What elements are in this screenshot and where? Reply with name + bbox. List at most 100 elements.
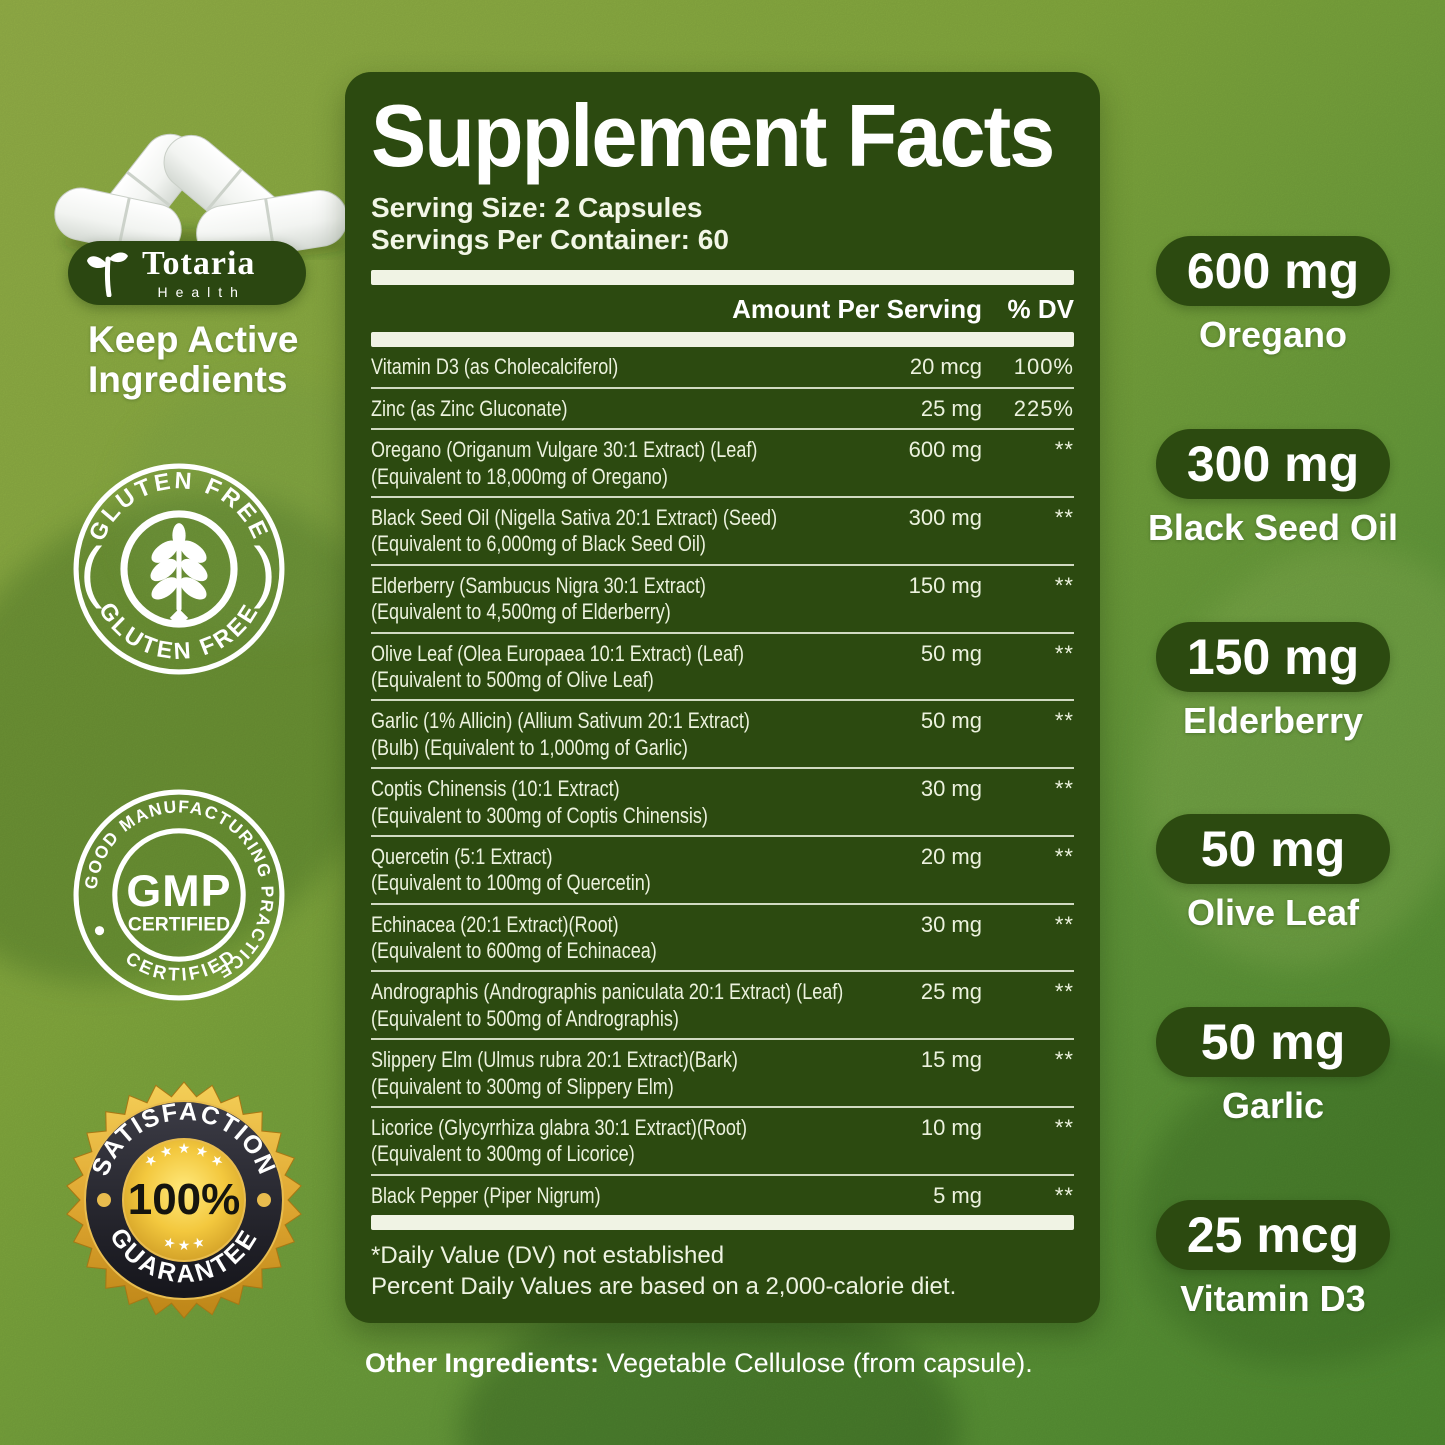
ingredient-amount: 25 mg — [920, 395, 982, 421]
ingredient-name: Elderberry (Sambucus Nigra 30:1 Extract) — [371, 572, 706, 598]
ingredient-name: Licorice (Glycyrrhiza glabra 30:1 Extrac… — [371, 1115, 747, 1141]
capsules-image — [54, 133, 346, 260]
ingredient-name-cell: Andrographis (Andrographis paniculata 20… — [371, 979, 844, 1032]
ingredient-amount: 10 mg — [920, 1115, 982, 1141]
columns-header: Amount Per Serving % DV — [371, 285, 1074, 332]
table-row: Licorice (Glycyrrhiza glabra 30:1 Extrac… — [371, 1108, 1074, 1176]
amount-highlight: 50 mg Garlic — [1112, 1007, 1434, 1127]
ingredient-name-cell: Elderberry (Sambucus Nigra 30:1 Extract)… — [371, 573, 782, 626]
ingredient-amount: 25 mg — [920, 979, 982, 1005]
ingredient-amount: 20 mg — [920, 843, 982, 869]
ingredient-equivalent: (Equivalent to 300mg of Slippery Elm) — [371, 1073, 674, 1099]
ingredient-equivalent: (Equivalent to 300mg of Licorice) — [371, 1141, 635, 1167]
gmp-badge: GOOD MANUFACTURING PRACTICE CERTIFIED GM… — [73, 789, 285, 1001]
ingredient-amount: 50 mg — [920, 708, 982, 734]
column-amount-header: Amount Per Serving — [732, 294, 982, 325]
table-row: Black Pepper (Piper Nigrum) 5 mg ** — [371, 1176, 1074, 1215]
brand-logo-text: Totaria Health — [142, 245, 256, 300]
brand-tagline: Keep Active Ingredients — [88, 320, 298, 400]
amount-pill-label: Olive Leaf — [1186, 892, 1360, 933]
ingredient-name-cell: Olive Leaf (Olea Europaea 10:1 Extract) … — [371, 641, 782, 694]
ingredient-equivalent: (Equivalent to 600mg of Echinacea) — [371, 938, 657, 964]
amount-pill-label: Oregano — [1198, 314, 1348, 355]
ingredient-dv: ** — [1054, 640, 1074, 666]
ingredient-equivalent: (Bulb) (Equivalent to 1,000mg of Garlic) — [371, 734, 688, 760]
ingredient-dv: ** — [1054, 979, 1074, 1005]
amount-pill: 50 mg — [1156, 1007, 1390, 1077]
tagline-line2: Ingredients — [88, 358, 288, 400]
ingredient-amount: 300 mg — [908, 505, 982, 531]
gluten-left-arc: ( — [80, 534, 102, 609]
amount-pill-label: Garlic — [1221, 1085, 1325, 1126]
table-row: Quercetin (5:1 Extract) (Equivalent to 1… — [371, 837, 1074, 905]
ingredient-name: Zinc (as Zinc Gluconate) — [371, 395, 568, 421]
ingredient-equivalent: (Equivalent to 500mg of Olive Leaf) — [371, 666, 654, 692]
ingredient-equivalent: (Equivalent to 100mg of Quercetin) — [371, 870, 651, 896]
gmp-center-sub: CERTIFIED — [128, 914, 230, 936]
footnote-percent: Percent Daily Values are based on a 2,00… — [371, 1273, 957, 1301]
ingredient-name-cell: Coptis Chinensis (10:1 Extract) (Equival… — [371, 776, 782, 829]
ingredient-name: Black Seed Oil (Nigella Sativa 20:1 Extr… — [371, 505, 778, 531]
ingredient-dv: 100% — [1013, 354, 1074, 380]
other-ingredients-label: Other Ingredients: — [365, 1348, 600, 1378]
divider-bar — [371, 332, 1074, 348]
ingredient-name: Quercetin (5:1 Extract) — [371, 843, 553, 869]
amount-highlight: 50 mg Olive Leaf — [1112, 814, 1434, 934]
ingredient-name-cell: Vitamin D3 (as Cholecalciferol) — [371, 354, 782, 380]
ingredient-dv: ** — [1054, 1115, 1074, 1141]
amount-pill: 50 mg — [1156, 814, 1390, 884]
ingredient-amount: 15 mg — [920, 1047, 982, 1073]
brand-name: Totaria — [142, 245, 256, 282]
table-row: Zinc (as Zinc Gluconate) 25 mg 225% — [371, 389, 1074, 431]
table-row: Vitamin D3 (as Cholecalciferol) 20 mcg 1… — [371, 347, 1074, 389]
panel-title: Supplement Facts — [371, 86, 1055, 185]
amount-pill: 300 mg — [1156, 429, 1390, 499]
ingredient-name-cell: Oregano (Origanum Vulgare 30:1 Extract) … — [371, 437, 782, 490]
ingredient-name: Echinacea (20:1 Extract)(Root) — [371, 911, 619, 937]
amount-pill-label: Vitamin D3 — [1180, 1278, 1366, 1319]
table-row: Olive Leaf (Olea Europaea 10:1 Extract) … — [371, 634, 1074, 702]
ingredient-name-cell: Licorice (Glycyrrhiza glabra 30:1 Extrac… — [371, 1115, 782, 1168]
divider-bar — [371, 270, 1074, 286]
footnotes: *Daily Value (DV) not established Percen… — [371, 1240, 1074, 1302]
facts-rows: Vitamin D3 (as Cholecalciferol) 20 mcg 1… — [371, 347, 1074, 1215]
table-row: Oregano (Origanum Vulgare 30:1 Extract) … — [371, 430, 1074, 499]
supplement-facts-panel: Supplement Facts Serving Size: 2 Capsule… — [345, 72, 1100, 1323]
amount-pill: 150 mg — [1156, 622, 1390, 692]
amount-highlight: 600 mg Oregano — [1112, 236, 1434, 356]
amount-highlight: 150 mg Elderberry — [1112, 622, 1434, 742]
amount-pill: 600 mg — [1156, 236, 1390, 306]
gmp-center: GMP — [126, 865, 231, 916]
ingredient-dv: ** — [1054, 437, 1074, 463]
table-row: Coptis Chinensis (10:1 Extract) (Equival… — [371, 769, 1074, 837]
ingredient-name-cell: Echinacea (20:1 Extract)(Root) (Equivale… — [371, 912, 782, 965]
ingredient-name-cell: Zinc (as Zinc Gluconate) — [371, 396, 782, 422]
ingredient-name: Andrographis (Andrographis paniculata 20… — [371, 979, 844, 1005]
ingredient-dv: ** — [1054, 843, 1074, 869]
brand-logo: Totaria Health — [68, 241, 306, 305]
ingredient-name-cell: Black Pepper (Piper Nigrum) — [371, 1183, 782, 1209]
ingredient-amount: 30 mg — [920, 776, 982, 802]
ingredient-name: Vitamin D3 (as Cholecalciferol) — [371, 354, 619, 380]
footnote-dv: *Daily Value (DV) not established — [371, 1242, 725, 1270]
table-row: Slippery Elm (Ulmus rubra 20:1 Extract)(… — [371, 1040, 1074, 1109]
ingredient-equivalent: (Equivalent to 4,500mg of Elderberry) — [371, 599, 671, 625]
table-row: Elderberry (Sambucus Nigra 30:1 Extract)… — [371, 566, 1074, 634]
ingredient-dv: ** — [1054, 505, 1074, 531]
ingredient-dv: ** — [1054, 911, 1074, 937]
ingredient-amount: 5 mg — [933, 1182, 982, 1208]
ingredient-name: Garlic (1% Allicin) (Allium Sativum 20:1… — [371, 708, 750, 734]
table-row: Black Seed Oil (Nigella Sativa 20:1 Extr… — [371, 498, 1074, 566]
ingredient-equivalent: (Equivalent to 6,000mg of Black Seed Oil… — [371, 531, 706, 557]
satisfaction-center: 100% — [128, 1175, 241, 1224]
wheat-icon — [150, 523, 208, 624]
amount-highlight: 25 mcg Vitamin D3 — [1112, 1200, 1434, 1320]
ingredient-dv: ** — [1054, 776, 1074, 802]
ingredient-dv: ** — [1054, 1182, 1074, 1208]
gluten-free-badge: GLUTEN FREE GLUTEN FREE ( ) — [73, 463, 285, 675]
ingredient-equivalent: (Equivalent to 18,000mg of Oregano) — [371, 463, 668, 489]
ingredient-equivalent: (Equivalent to 300mg of Coptis Chinensis… — [371, 802, 708, 828]
ingredient-name: Oregano (Origanum Vulgare 30:1 Extract) … — [371, 437, 758, 463]
svg-text:★ ★ ★: ★ ★ ★ — [161, 1233, 207, 1253]
ingredient-name: Slippery Elm (Ulmus rubra 20:1 Extract)(… — [371, 1047, 738, 1073]
